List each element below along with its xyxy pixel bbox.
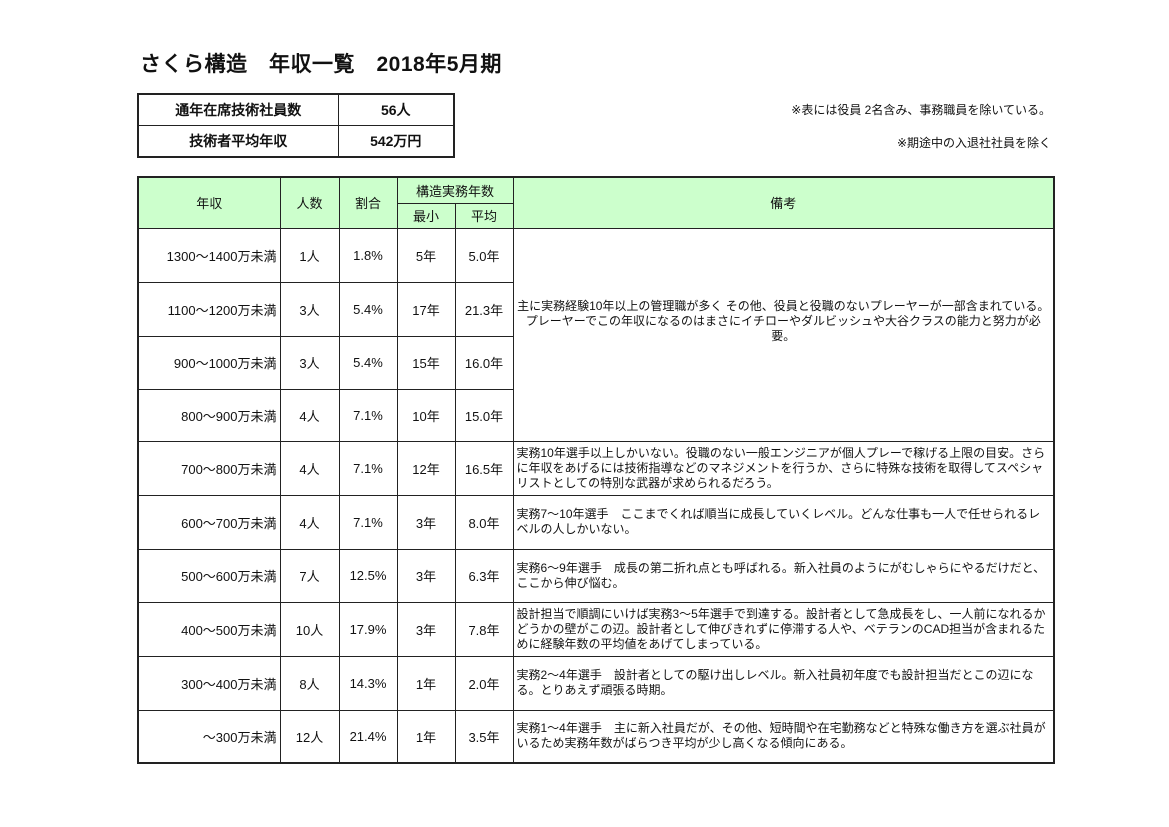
cell-income: 300～400万未満 (137, 655, 281, 711)
cell-income: 500～600万未満 (137, 548, 281, 603)
cell-count: 3人 (279, 335, 340, 390)
summary-value: 542万円 (337, 125, 455, 158)
cell-income: 700～800万未満 (137, 440, 281, 496)
cell-avg: 21.3年 (454, 281, 514, 337)
cell-income: ～300万未満 (137, 709, 281, 764)
header-min: 最小 (396, 202, 456, 229)
cell-min: 5年 (396, 227, 456, 283)
income-table: 年収 人数 割合 構造実務年数 備考 最小 平均 1300～1400万未満 1人 1… (137, 176, 1055, 764)
cell-count: 12人 (279, 709, 340, 764)
cell-count: 4人 (279, 388, 340, 442)
cell-min: 1年 (396, 655, 456, 711)
cell-min: 15年 (396, 335, 456, 390)
cell-count: 4人 (279, 440, 340, 496)
cell-count: 1人 (279, 227, 340, 283)
table-row: 600～700万未満 4人 7.1% 3年 8.0年 実務7～10年選手 ここまでくれば順… (137, 494, 1055, 550)
cell-ratio: 1.8% (338, 227, 398, 283)
cell-ratio: 5.4% (338, 335, 398, 390)
cell-income: 900～1000万未満 (137, 335, 281, 390)
cell-avg: 5.0年 (454, 227, 514, 283)
cell-min: 3年 (396, 548, 456, 603)
cell-avg: 16.5年 (454, 440, 514, 496)
cell-avg: 8.0年 (454, 494, 514, 550)
header-income: 年収 (137, 176, 281, 229)
cell-remarks: 設計担当で順調にいけば実務3～5年選手で到達する。設計者として急成長をし、一人前… (512, 601, 1055, 657)
header-row: 年収 人数 割合 構造実務年数 備考 (137, 176, 1055, 229)
cell-income: 1100～1200万未満 (137, 281, 281, 337)
cell-income: 400～500万未満 (137, 601, 281, 657)
cell-remarks: 実務1～4年選手 主に新入社員だが、その他、短時間や在宅勤務などと特殊な働き方を… (512, 709, 1055, 764)
cell-remarks: 実務7～10年選手 ここまでくれば順当に成長していくレベル。どんな仕事も一人で任… (512, 494, 1055, 550)
cell-income: 600～700万未満 (137, 494, 281, 550)
cell-avg: 2.0年 (454, 655, 514, 711)
page-title: さくら構造 年収一覧 2018年5月期 (140, 53, 502, 76)
cell-ratio: 12.5% (338, 548, 398, 603)
note: ※期途中の入退社社員を除く (896, 136, 1051, 150)
table-row: 500～600万未満 7人 12.5% 3年 6.3年 実務6～9年選手 成長の第二折れ点… (137, 548, 1055, 603)
cell-count: 3人 (279, 281, 340, 337)
cell-remarks: 実務2～4年選手 設計者としての駆け出しレベル。新入社員初年度でも設計担当だとこ… (512, 655, 1055, 711)
summary-label: 技術者平均年収 (137, 125, 339, 158)
cell-count: 8人 (279, 655, 340, 711)
cell-min: 3年 (396, 601, 456, 657)
summary-value: 56人 (337, 93, 455, 126)
cell-ratio: 7.1% (338, 494, 398, 550)
cell-ratio: 7.1% (338, 388, 398, 442)
table-row: ～300万未満 12人 21.4% 1年 3.5年 実務1～4年選手 主に新入社員だが、そ… (137, 709, 1055, 764)
cell-remarks: 主に実務経験10年以上の管理職が多く その他、役員と役職のないプレーヤーが一部含… (512, 227, 1055, 442)
table-row: 900～1000万未満 3人 5.4% 15年 16.0年 (137, 335, 1054, 390)
cell-avg: 7.8年 (454, 601, 514, 657)
cell-avg: 6.3年 (454, 548, 514, 603)
note: ※表には役員 2名含み、事務職員を除いている。 (791, 103, 1051, 117)
summary-table: 通年在席技術社員数 56人 技術者平均年収 542万円 (137, 93, 455, 158)
table-row: 800～900万未満 4人 7.1% 10年 15.0年 (137, 388, 1054, 442)
header-row: 最小 平均 (138, 202, 1054, 229)
table-row: 300～400万未満 8人 14.3% 1年 2.0年 実務2～4年選手 設計者としての駆… (137, 655, 1055, 711)
cell-min: 12年 (396, 440, 456, 496)
cell-min: 10年 (396, 388, 456, 442)
cell-avg: 15.0年 (454, 388, 514, 442)
table-row: 1300～1400万未満 1人 1.8% 5年 5.0年 主に実務経験10年以上の管理職が… (137, 227, 1055, 442)
cell-avg: 16.0年 (454, 335, 514, 390)
cell-count: 10人 (279, 601, 340, 657)
cell-ratio: 7.1% (338, 440, 398, 496)
header-count: 人数 (279, 176, 340, 229)
cell-count: 4人 (279, 494, 340, 550)
header-ratio: 割合 (338, 176, 398, 229)
cell-count: 7人 (279, 548, 340, 603)
cell-income: 800～900万未満 (137, 388, 281, 442)
cell-ratio: 14.3% (338, 655, 398, 711)
header-years: 構造実務年数 (396, 176, 514, 204)
cell-min: 3年 (396, 494, 456, 550)
cell-ratio: 17.9% (338, 601, 398, 657)
cell-remarks: 実務10年選手以上しかいない。役職のない一般エンジニアが個人プレーで稼げる上限の… (512, 440, 1055, 496)
table-row: 400～500万未満 10人 17.9% 3年 7.8年 設計担当で順調にいけば実務3～5… (137, 601, 1055, 657)
cell-min: 17年 (396, 281, 456, 337)
cell-remarks: 実務6～9年選手 成長の第二折れ点とも呼ばれる。新入社員のようにがむしゃらにやる… (512, 548, 1055, 603)
table-row: 700～800万未満 4人 7.1% 12年 16.5年 実務10年選手以上しかいない。役… (137, 440, 1055, 496)
cell-min: 1年 (396, 709, 456, 764)
table-row: 1100～1200万未満 3人 5.4% 17年 21.3年 (137, 281, 1054, 337)
cell-avg: 3.5年 (454, 709, 514, 764)
header-avg: 平均 (454, 202, 514, 229)
cell-ratio: 5.4% (338, 281, 398, 337)
summary-row: 通年在席技術社員数 56人 (137, 93, 455, 126)
summary-row: 技術者平均年収 542万円 (137, 125, 455, 158)
cell-ratio: 21.4% (338, 709, 398, 764)
summary-label: 通年在席技術社員数 (137, 93, 339, 126)
cell-income: 1300～1400万未満 (137, 227, 281, 283)
header-remarks: 備考 (512, 176, 1055, 229)
